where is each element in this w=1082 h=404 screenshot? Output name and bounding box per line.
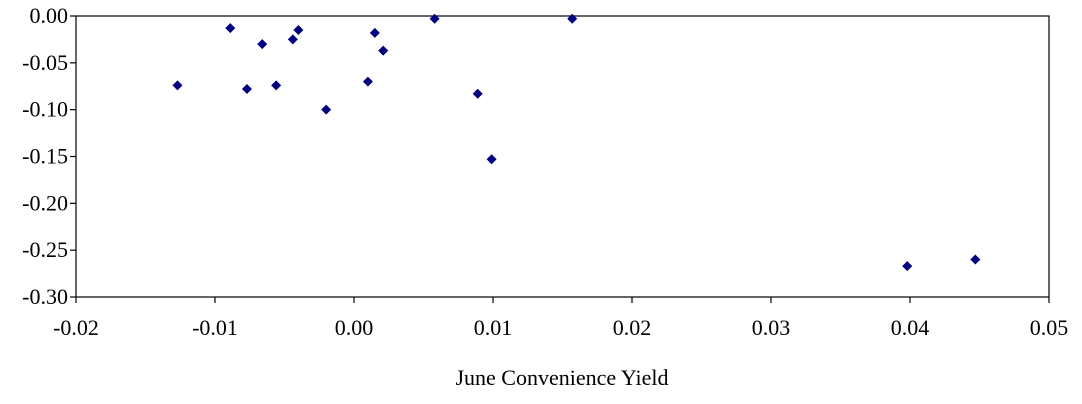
x-tick-label: 0.01	[474, 315, 513, 340]
y-tick-label: -0.05	[22, 50, 68, 75]
data-point-17	[970, 254, 981, 265]
data-point-14	[486, 154, 497, 165]
data-point-3	[241, 84, 252, 95]
y-tick-label: -0.15	[22, 144, 68, 169]
y-tick-label: -0.10	[22, 97, 68, 122]
data-point-11	[378, 45, 389, 56]
data-point-2	[225, 23, 236, 34]
x-axis-label: June Convenience Yield	[455, 365, 668, 390]
data-point-9	[362, 76, 373, 87]
data-point-13	[472, 88, 483, 99]
y-tick-label: -0.25	[22, 237, 68, 262]
data-point-4	[257, 39, 268, 50]
y-tick-label: -0.20	[22, 190, 68, 215]
x-axis: -0.02 -0.01 0.00 0.01 0.02 0.03 0.04 0.05	[53, 297, 1068, 340]
x-tick-label: 0.02	[613, 315, 652, 340]
y-axis: 0.00 -0.05 -0.10 -0.15 -0.20 -0.25 -0.30	[22, 3, 76, 309]
data-point-8	[321, 104, 332, 115]
data-point-12	[429, 13, 440, 24]
data-point-10	[369, 27, 380, 38]
data-point-1	[172, 80, 183, 91]
data-point-7	[293, 25, 304, 36]
data-point-5	[271, 80, 282, 91]
x-tick-label: 0.00	[335, 315, 374, 340]
x-tick-label: 0.03	[752, 315, 791, 340]
y-tick-label: -0.30	[22, 284, 68, 309]
data-point-16	[902, 261, 913, 272]
x-tick-label: -0.01	[192, 315, 238, 340]
data-point-15	[567, 13, 578, 24]
y-tick-label: 0.00	[30, 3, 69, 28]
x-tick-label: 0.05	[1030, 315, 1069, 340]
x-tick-label: 0.04	[891, 315, 930, 340]
plot-area-frame	[75, 15, 1050, 298]
x-tick-label: -0.02	[53, 315, 99, 340]
data-point-6	[287, 34, 298, 45]
data-series	[172, 13, 981, 272]
